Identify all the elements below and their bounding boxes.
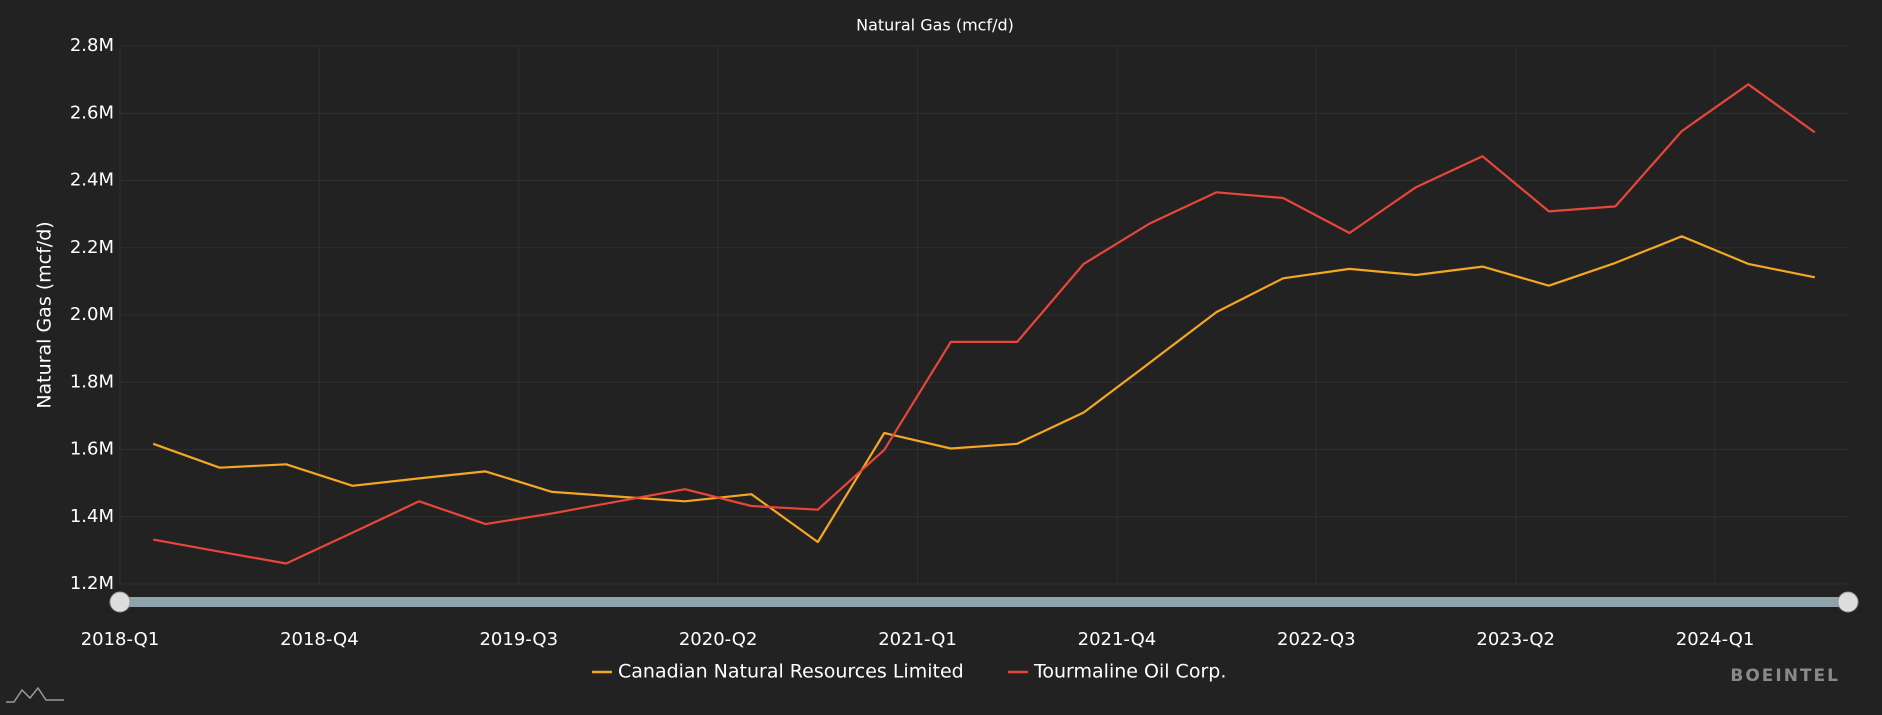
series-line [153,83,1816,565]
legend-label[interactable]: Canadian Natural Resources Limited [618,661,964,683]
x-tick-label: 2020-Q2 [679,629,758,650]
y-tick-label: 1.8M [70,371,114,392]
scrollbar[interactable] [120,597,1848,607]
y-tick-label: 1.4M [70,506,114,527]
y-tick-label: 1.6M [70,439,114,460]
x-tick-label: 2018-Q1 [81,629,160,650]
x-tick-label: 2024-Q1 [1676,629,1755,650]
x-tick-label: 2019-Q3 [479,629,558,650]
scrollbar-handle[interactable] [1837,591,1859,613]
series-line [152,235,1816,544]
y-tick-label: 2.4M [70,170,114,191]
logo [6,686,64,703]
y-tick-label: 2.8M [70,35,114,56]
x-tick-label: 2021-Q4 [1078,629,1157,650]
x-tick-label: 2021-Q1 [878,629,957,650]
x-tick-label: 2018-Q4 [280,629,359,650]
watermark: BOEINTEL [1730,666,1840,686]
x-tick-label: 2022-Q3 [1277,629,1356,650]
x-tick-label: 2023-Q2 [1476,629,1555,650]
scrollbar-handle[interactable] [109,591,131,613]
y-tick-label: 2.2M [70,237,114,258]
y-tick-label: 2.0M [70,304,114,325]
legend-label[interactable]: Tourmaline Oil Corp. [1033,661,1226,683]
chart-title: Natural Gas (mcf/d) [856,16,1014,35]
y-tick-label: 1.2M [70,573,114,594]
y-tick-label: 2.6M [70,102,114,123]
y-axis-label: Natural Gas (mcf/d) [34,221,56,408]
